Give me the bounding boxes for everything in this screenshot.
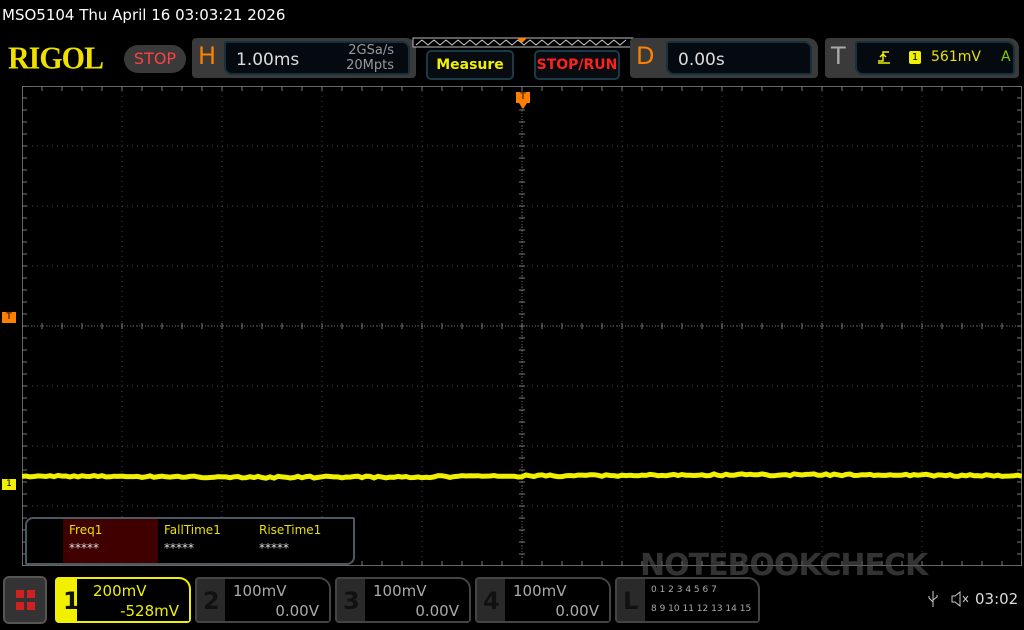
timebase: 1.00ms bbox=[236, 50, 299, 70]
channel-1-button[interactable]: 1 200mV -528mV bbox=[55, 577, 191, 623]
trigger-arrow-icon bbox=[519, 103, 527, 109]
channel-3-button[interactable]: 3 100mV 0.00V bbox=[335, 577, 471, 623]
window-title: MSO5104 Thu April 16 03:03:21 2026 bbox=[2, 6, 285, 24]
run-state-badge[interactable]: STOP bbox=[124, 45, 186, 73]
logic-bits-high: 8 9 10 11 12 13 14 15 bbox=[651, 604, 751, 614]
logic-bits-low: 0 1 2 3 4 5 6 7 bbox=[651, 585, 717, 595]
measurement-freq[interactable]: Freq1 ***** bbox=[63, 519, 158, 563]
channel1-marker[interactable]: 1 bbox=[2, 479, 16, 490]
channel-number: 3 bbox=[343, 587, 360, 615]
measurement-falltime[interactable]: FallTime1 ***** bbox=[158, 519, 253, 563]
measurement-value: ***** bbox=[259, 541, 342, 555]
channel-offset: 0.00V bbox=[275, 602, 319, 620]
channel-scale: 100mV bbox=[513, 582, 567, 600]
memory-position-bar[interactable] bbox=[412, 37, 634, 49]
usb-icon bbox=[927, 590, 939, 608]
trigger-label: T bbox=[831, 42, 846, 70]
memory-depth: 20Mpts bbox=[346, 58, 394, 73]
measurement-value: ***** bbox=[69, 541, 152, 555]
measurement-label: FallTime1 bbox=[164, 523, 247, 537]
clock: 03:02 bbox=[975, 590, 1018, 608]
delay-value: 0.00s bbox=[678, 50, 725, 70]
horizontal-label: H bbox=[198, 42, 216, 70]
channel-2-button[interactable]: 2 100mV 0.00V bbox=[195, 577, 331, 623]
channel-offset: -528mV bbox=[120, 602, 179, 620]
trigger-position-marker[interactable]: T bbox=[516, 92, 530, 103]
channel-number: 4 bbox=[483, 587, 500, 615]
channel1-trace bbox=[22, 474, 1022, 478]
measurement-label: RiseTime1 bbox=[259, 523, 342, 537]
channel-scale: 200mV bbox=[93, 582, 147, 600]
stop-run-button[interactable]: STOP/RUN bbox=[534, 50, 620, 80]
channel-scale: 100mV bbox=[233, 582, 287, 600]
sample-rate: 2GSa/s bbox=[348, 43, 394, 58]
delay-panel[interactable]: D 0.00s bbox=[630, 38, 818, 78]
logic-label: L bbox=[623, 587, 638, 615]
trigger-level: 561mV bbox=[931, 49, 981, 65]
rigol-logo: RIGOL bbox=[8, 41, 103, 77]
trigger-level-marker[interactable]: T bbox=[2, 312, 16, 323]
measure-button[interactable]: Measure bbox=[426, 50, 514, 80]
waveform-grid[interactable] bbox=[22, 86, 1022, 566]
menu-button[interactable] bbox=[3, 576, 47, 624]
trigger-mode: A bbox=[1001, 49, 1011, 65]
measurement-risetime[interactable]: RiseTime1 ***** bbox=[253, 519, 348, 563]
channel-4-button[interactable]: 4 100mV 0.00V bbox=[475, 577, 611, 623]
horizontal-panel[interactable]: H 1.00ms 2GSa/s 20Mpts bbox=[192, 38, 416, 78]
delay-label: D bbox=[636, 42, 654, 70]
trigger-source: 1 bbox=[909, 51, 921, 64]
logic-analyzer-button[interactable]: L 0 1 2 3 4 5 6 7 8 9 10 11 12 13 14 15 bbox=[615, 577, 760, 623]
grid-menu-icon bbox=[5, 578, 45, 622]
measurement-panel: Freq1 ***** FallTime1 ***** RiseTime1 ***** bbox=[25, 517, 355, 565]
channel-number: 2 bbox=[203, 587, 220, 615]
measurement-value: ***** bbox=[164, 541, 247, 555]
rising-edge-icon bbox=[877, 49, 891, 65]
channel-offset: 0.00V bbox=[415, 602, 459, 620]
grid-lines bbox=[22, 86, 1022, 566]
measurement-label: Freq1 bbox=[69, 523, 152, 537]
channel-offset: 0.00V bbox=[555, 602, 599, 620]
speaker-muted-icon[interactable] bbox=[950, 590, 970, 608]
channel-scale: 100mV bbox=[373, 582, 427, 600]
trigger-panel[interactable]: T 1 561mV A bbox=[825, 38, 1019, 78]
